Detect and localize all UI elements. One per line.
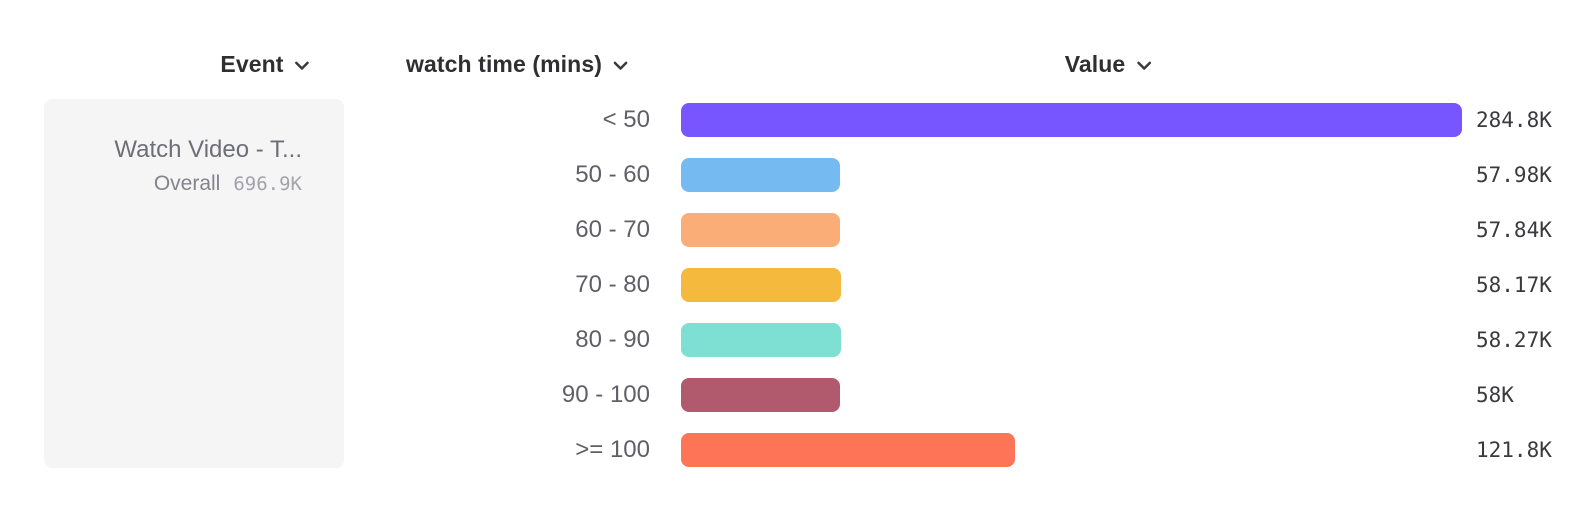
value-label: 58.27K	[1476, 327, 1552, 352]
category-label: 90 - 100	[561, 380, 650, 408]
chevron-down-icon[interactable]	[1136, 58, 1151, 71]
chevron-down-icon[interactable]	[613, 58, 628, 71]
bar-track	[681, 322, 1462, 357]
bar-segment[interactable]	[681, 267, 841, 302]
bar-track	[681, 212, 1462, 247]
category-label: 80 - 90	[575, 325, 650, 353]
bar-chart: < 50 284.8K 50 - 60 57.98K 60 - 70 57.84K 70 -…	[344, 92, 1592, 477]
category-label: 60 - 70	[575, 215, 650, 243]
bar-track	[681, 432, 1462, 467]
bar-segment[interactable]	[681, 157, 840, 192]
category-label: 50 - 60	[575, 160, 650, 188]
value-label: 284.8K	[1476, 107, 1552, 132]
category-label: 70 - 80	[575, 270, 650, 298]
overall-value: 696.9K	[233, 173, 302, 195]
chart-row: 50 - 60 57.98K	[344, 147, 1592, 202]
column-header-value[interactable]: Value	[1065, 48, 1152, 80]
event-card[interactable]: Watch Video - T... Overall 696.9K	[44, 99, 344, 468]
column-header-event-label: Event	[220, 50, 284, 77]
event-title: Watch Video - T...	[114, 136, 302, 163]
value-label: 57.98K	[1476, 162, 1552, 187]
chart-row: >= 100 121.8K	[344, 422, 1592, 477]
category-label: < 50	[602, 105, 650, 133]
column-header-breakdown[interactable]: watch time (mins)	[406, 48, 628, 80]
bar-segment[interactable]	[681, 432, 1015, 467]
bar-segment[interactable]	[681, 102, 1462, 137]
chart-row: 90 - 100 58K	[344, 367, 1592, 422]
column-header-breakdown-label: watch time (mins)	[406, 50, 602, 77]
bar-segment[interactable]	[681, 212, 840, 247]
value-label: 57.84K	[1476, 217, 1552, 242]
category-label: >= 100	[575, 435, 650, 463]
bar-track	[681, 267, 1462, 302]
column-header-value-label: Value	[1064, 50, 1126, 77]
column-header-event[interactable]: Event	[220, 48, 309, 80]
bar-segment[interactable]	[681, 377, 841, 412]
chart-row: < 50 284.8K	[344, 92, 1592, 147]
chart-row: 60 - 70 57.84K	[344, 202, 1592, 257]
overall-label: Overall	[153, 172, 221, 195]
chart-row: 80 - 90 58.27K	[344, 312, 1592, 367]
bar-track	[681, 157, 1462, 192]
value-label: 58.17K	[1476, 272, 1552, 297]
bar-track	[681, 102, 1462, 137]
value-label: 58K	[1476, 382, 1514, 407]
bar-segment[interactable]	[681, 322, 841, 357]
chevron-down-icon[interactable]	[295, 58, 310, 71]
chart-row: 70 - 80 58.17K	[344, 257, 1592, 312]
bar-track	[681, 377, 1462, 412]
event-overall-row: Overall 696.9K	[54, 172, 302, 196]
value-label: 121.8K	[1476, 437, 1552, 462]
